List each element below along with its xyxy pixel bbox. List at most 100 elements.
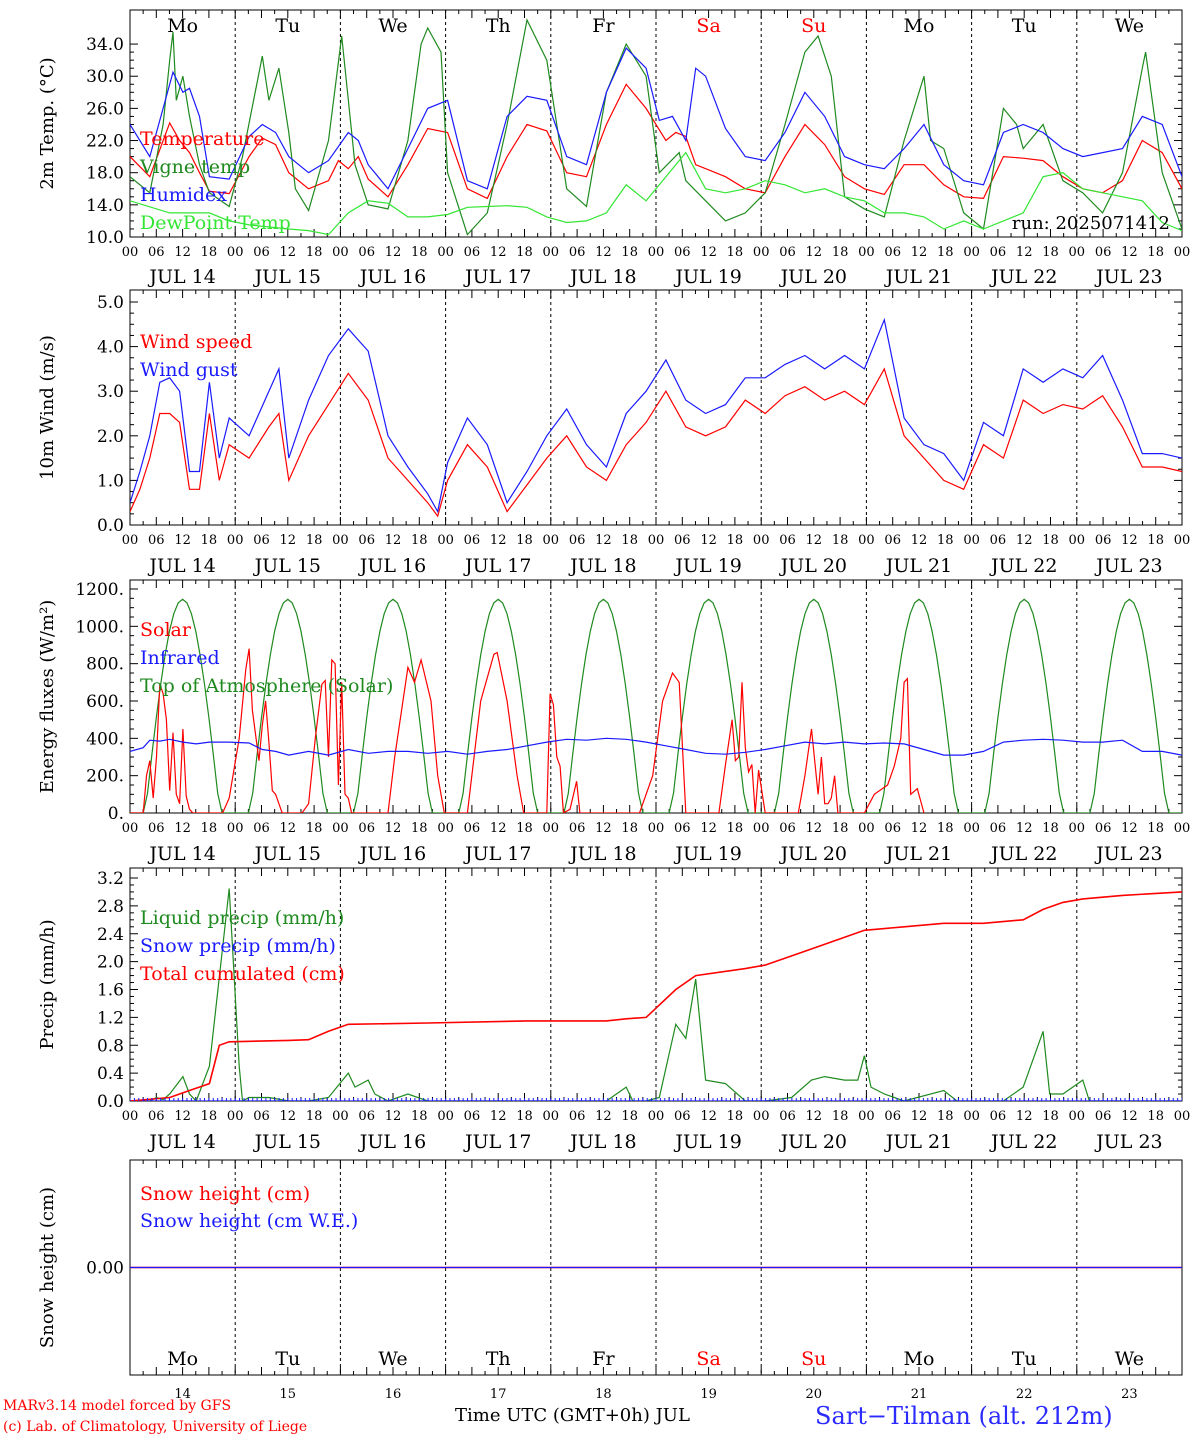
hour-label: 06 — [884, 821, 901, 836]
hour-label: 12 — [1016, 1109, 1033, 1124]
hour-label: 12 — [911, 1109, 928, 1124]
date-label: JUL 23 — [1094, 843, 1162, 865]
weekday-label: Tu — [1012, 15, 1037, 37]
weekday-label: Sa — [696, 1348, 720, 1370]
day-number: 21 — [911, 1387, 928, 1402]
weekday-label: Sa — [696, 15, 720, 37]
hour-label: 06 — [148, 821, 165, 836]
hour-label: 12 — [280, 533, 297, 548]
run-annotation: run: 2025071412 — [1012, 213, 1170, 234]
hour-label: 12 — [806, 245, 823, 260]
hour-label: 06 — [358, 821, 375, 836]
hour-label: 06 — [779, 1109, 796, 1124]
weekday-label: Tu — [275, 1348, 300, 1370]
panel-wind: 0.0 1.0 2.0 3.0 4.0 5.0 10m Wind (m/s) 00 06 12 18… — [37, 289, 1190, 577]
hour-label: 06 — [569, 1109, 586, 1124]
hour-label: 12 — [385, 245, 402, 260]
hour-label: 00 — [332, 245, 349, 260]
y-tick-label: 30.0 — [86, 67, 124, 87]
hour-label: 18 — [1042, 533, 1059, 548]
hour-label: 18 — [201, 245, 218, 260]
y-tick-label: 26.0 — [86, 99, 124, 119]
hour-label: 00 — [1069, 245, 1086, 260]
hour-label: 18 — [937, 533, 954, 548]
hour-label: 06 — [674, 821, 691, 836]
hour-label: 00 — [543, 245, 560, 260]
hour-label: 00 — [1174, 245, 1191, 260]
weekday-label: Mo — [167, 1348, 198, 1370]
y-tick-label: 0.00 — [86, 1259, 124, 1279]
hour-label: 12 — [385, 821, 402, 836]
hour-label: 18 — [832, 245, 849, 260]
hour-label: 12 — [490, 245, 507, 260]
hour-label: 00 — [437, 533, 454, 548]
date-label: JUL 22 — [989, 843, 1057, 865]
hour-label: 00 — [543, 1109, 560, 1124]
date-label: JUL 18 — [568, 266, 636, 288]
hour-label: 12 — [174, 533, 191, 548]
series-line-toa — [130, 598, 1182, 813]
hour-label: 12 — [1016, 533, 1033, 548]
day-number: 20 — [806, 1387, 823, 1402]
y-tick-label: 0.8 — [97, 1036, 124, 1056]
hour-label: 06 — [569, 245, 586, 260]
y-axis-label: Snow height (cm) — [37, 1187, 58, 1348]
hour-label: 18 — [516, 1109, 533, 1124]
series-line-wind-gust — [130, 317, 1182, 514]
y-tick-label: 14.0 — [86, 196, 124, 216]
hour-label: 06 — [464, 245, 481, 260]
weekday-label: Th — [486, 1348, 511, 1370]
hour-label: 06 — [674, 533, 691, 548]
legend-entry: Vigne temp — [139, 156, 250, 178]
hour-label: 00 — [437, 245, 454, 260]
hour-label: 12 — [174, 821, 191, 836]
y-tick-label: 1.2 — [97, 1008, 124, 1028]
hour-label: 18 — [832, 533, 849, 548]
date-label: JUL 17 — [463, 843, 531, 865]
series-line-vigne-temp — [130, 18, 1182, 236]
hour-label: 18 — [621, 533, 638, 548]
hour-label: 06 — [990, 1109, 1007, 1124]
panel-snow: 0.00 Snow height (cm) Mo Tu We Th Fr Sa Su Mo Tu We… — [37, 1159, 1183, 1402]
hour-label: 12 — [700, 245, 717, 260]
y-tick-label: 1.6 — [97, 981, 124, 1001]
y-tick-label: 22.0 — [86, 132, 124, 152]
hour-label: 00 — [332, 821, 349, 836]
y-tick-label: 600. — [86, 692, 124, 712]
hour-label: 12 — [806, 533, 823, 548]
hour-label: 12 — [174, 245, 191, 260]
hour-label: 06 — [1095, 1109, 1112, 1124]
hour-label: 12 — [385, 1109, 402, 1124]
date-label: JUL 21 — [884, 843, 952, 865]
legend-entry: Snow height (cm W.E.) — [140, 1210, 358, 1232]
hour-label: 18 — [306, 245, 323, 260]
hour-label: 00 — [858, 1109, 875, 1124]
hour-label: 06 — [779, 245, 796, 260]
legend-entry: Snow height (cm) — [140, 1183, 310, 1205]
hour-label: 00 — [858, 245, 875, 260]
hour-label: 00 — [227, 1109, 244, 1124]
hour-label: 12 — [174, 1109, 191, 1124]
hour-label: 00 — [122, 533, 139, 548]
y-tick-label: 1000. — [75, 617, 124, 637]
hour-label: 06 — [1095, 533, 1112, 548]
hour-label: 18 — [201, 1109, 218, 1124]
date-label: JUL 18 — [568, 555, 636, 577]
date-label: JUL 20 — [779, 555, 847, 577]
hour-label: 18 — [727, 821, 744, 836]
series-group — [130, 317, 1182, 518]
date-label: JUL 21 — [884, 266, 952, 288]
y-tick-label: 0.0 — [97, 516, 124, 536]
hour-label: 06 — [674, 245, 691, 260]
hour-label: 18 — [411, 821, 428, 836]
hour-label: 18 — [1147, 245, 1164, 260]
date-label: JUL 20 — [779, 1131, 847, 1153]
hour-label: 12 — [1121, 821, 1138, 836]
hour-label: 00 — [543, 533, 560, 548]
weekday-label: Mo — [904, 15, 935, 37]
hour-label: 06 — [990, 821, 1007, 836]
hour-label: 18 — [621, 1109, 638, 1124]
hour-label: 00 — [332, 533, 349, 548]
hour-label: 12 — [595, 821, 612, 836]
y-tick-label: 10.0 — [86, 228, 124, 248]
